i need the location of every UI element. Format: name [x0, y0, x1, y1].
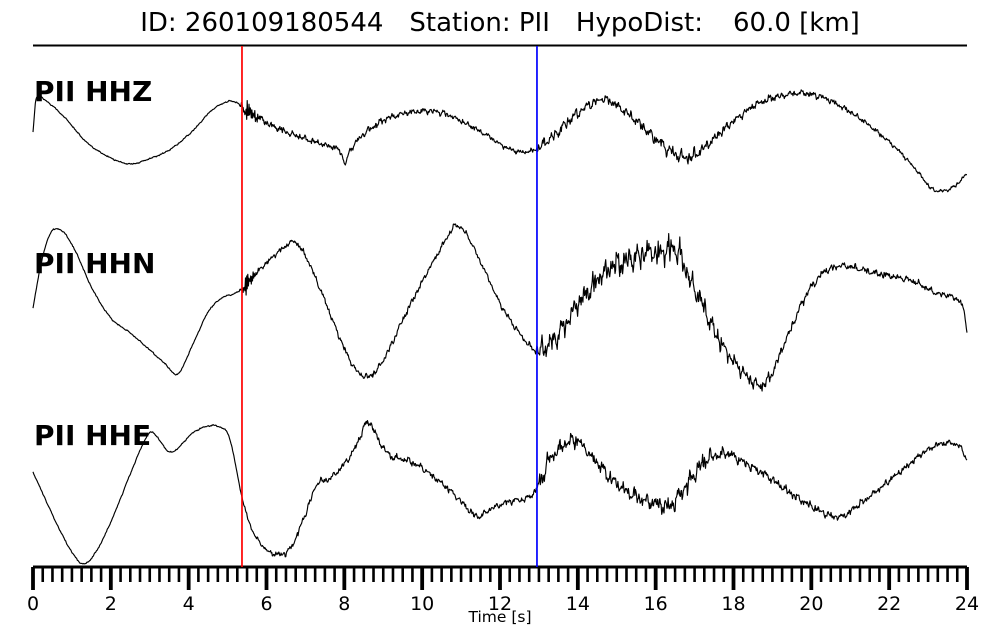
channel-label-pii-hhe: PII HHE: [34, 419, 151, 452]
tick-label-20: 20: [799, 593, 823, 615]
event-id-label: ID: 260109180544: [140, 8, 383, 38]
tick-label-8: 8: [338, 593, 350, 615]
tick-label-22: 22: [877, 593, 901, 615]
tick-label-16: 16: [644, 593, 668, 615]
tick-label-18: 18: [721, 593, 745, 615]
tick-label-4: 4: [183, 593, 195, 615]
hypodist-value: 60.0 [km]: [733, 8, 860, 38]
tick-label-14: 14: [566, 593, 590, 615]
tick-label-24: 24: [955, 593, 979, 615]
tick-label-12: 12: [488, 593, 512, 615]
waveform-traces: [32, 89, 968, 565]
tick-label-6: 6: [260, 593, 272, 615]
trace-pii-hhz: [32, 89, 967, 193]
tick-label-2: 2: [105, 593, 117, 615]
figure-title: ID: 260109180544 Station: PII HypoDist: 60.…: [140, 8, 860, 38]
trace-pii-hhn: [32, 223, 968, 392]
tick-label-0: 0: [27, 593, 39, 615]
hypodist-label: HypoDist:: [576, 8, 703, 38]
phase-pick-lines: [241, 46, 538, 567]
channel-label-pii-hhz: PII HHZ: [34, 75, 152, 108]
channel-labels: PII HHZ PII HHN PII HHE: [34, 75, 155, 452]
axis-title: Time [s]: [467, 608, 531, 626]
tick-label-10: 10: [410, 593, 434, 615]
station-label: Station: PII: [409, 8, 549, 38]
channel-label-pii-hhn: PII HHN: [34, 247, 155, 280]
trace-pii-hhe: [32, 420, 968, 565]
